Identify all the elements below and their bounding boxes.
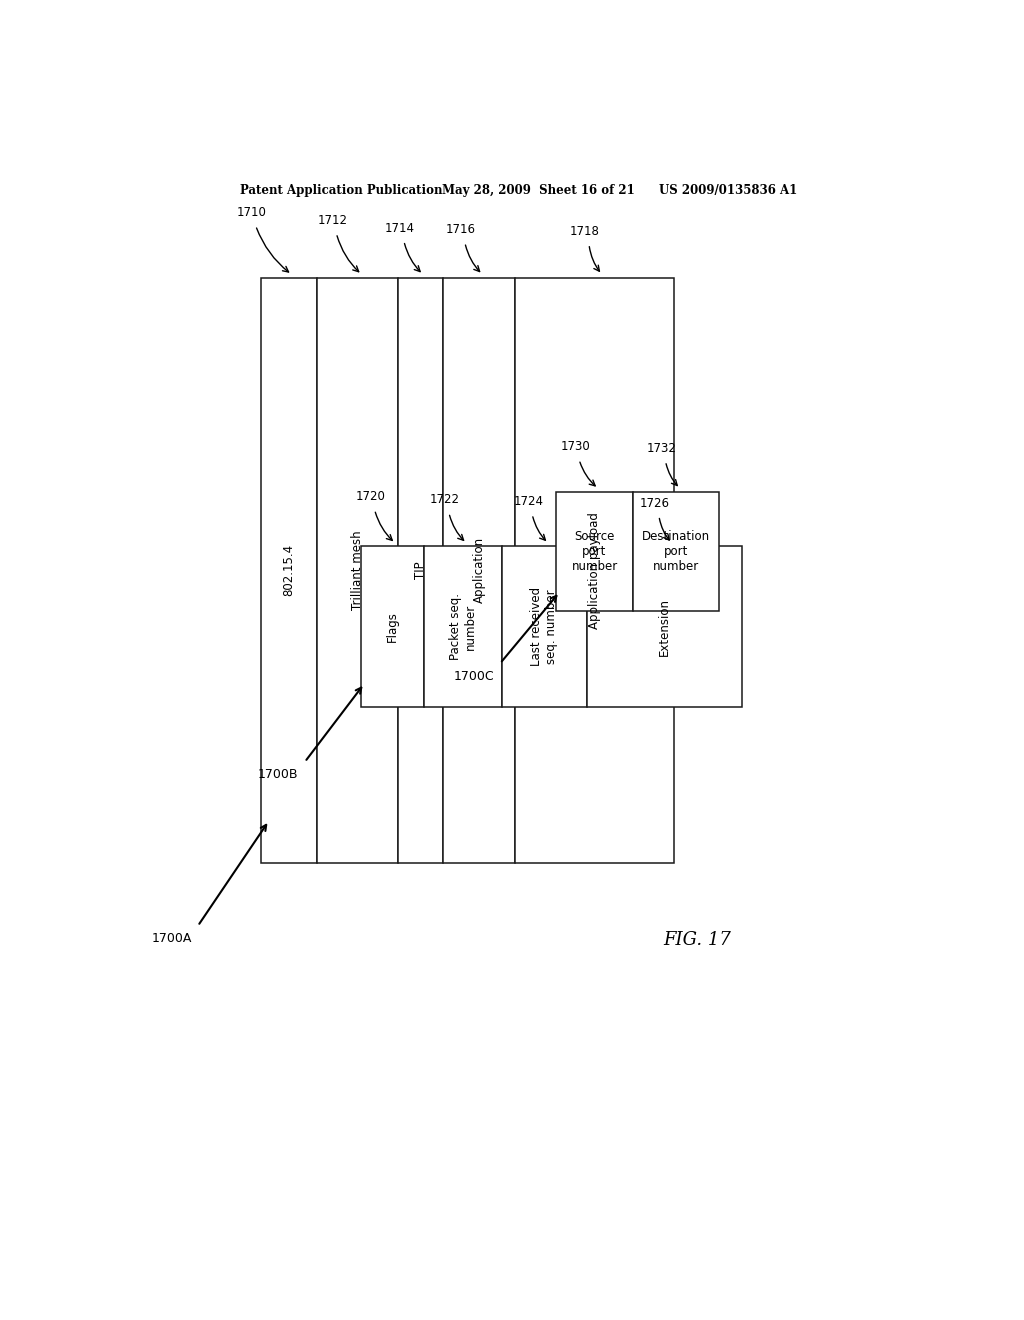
Text: Destination
port
number: Destination port number	[642, 531, 710, 573]
Text: 1700B: 1700B	[258, 768, 299, 781]
Text: 1722: 1722	[430, 494, 460, 507]
Text: Patent Application Publication: Patent Application Publication	[241, 185, 442, 197]
Text: 802.15.4: 802.15.4	[283, 544, 296, 597]
Text: 1726: 1726	[640, 496, 670, 510]
Text: Last received
seq. number: Last received seq. number	[530, 587, 558, 667]
Text: Packet seq.
number: Packet seq. number	[449, 593, 477, 660]
Text: US 2009/0135836 A1: US 2009/0135836 A1	[658, 185, 797, 197]
Text: 1720: 1720	[355, 490, 386, 503]
Bar	[261, 277, 317, 863]
Bar	[398, 277, 443, 863]
Text: 1718: 1718	[570, 224, 600, 238]
Text: 1716: 1716	[445, 223, 476, 236]
Text: 1700A: 1700A	[152, 932, 191, 945]
Bar	[515, 277, 674, 863]
Text: 1732: 1732	[646, 442, 677, 455]
Text: Flags: Flags	[386, 611, 398, 642]
Text: 1730: 1730	[560, 441, 590, 453]
Bar	[502, 546, 587, 706]
Bar	[633, 492, 719, 611]
Text: FIG. 17: FIG. 17	[664, 931, 731, 949]
Text: Source
port
number: Source port number	[571, 531, 617, 573]
Bar	[424, 546, 502, 706]
Text: 1700C: 1700C	[454, 669, 494, 682]
Text: Application payload: Application payload	[588, 512, 601, 628]
Text: 1712: 1712	[317, 214, 347, 227]
Text: May 28, 2009  Sheet 16 of 21: May 28, 2009 Sheet 16 of 21	[442, 185, 635, 197]
Bar	[443, 277, 515, 863]
Text: Trilliant mesh: Trilliant mesh	[351, 531, 365, 610]
Bar	[360, 546, 424, 706]
Bar	[317, 277, 398, 863]
Text: Application: Application	[472, 537, 485, 603]
Text: TIP: TIP	[415, 561, 427, 579]
Text: 1724: 1724	[513, 495, 544, 508]
Text: 1714: 1714	[385, 222, 415, 235]
Text: Extension: Extension	[657, 598, 671, 656]
Bar	[556, 492, 633, 611]
Bar	[587, 546, 741, 706]
Text: 1710: 1710	[237, 206, 266, 219]
